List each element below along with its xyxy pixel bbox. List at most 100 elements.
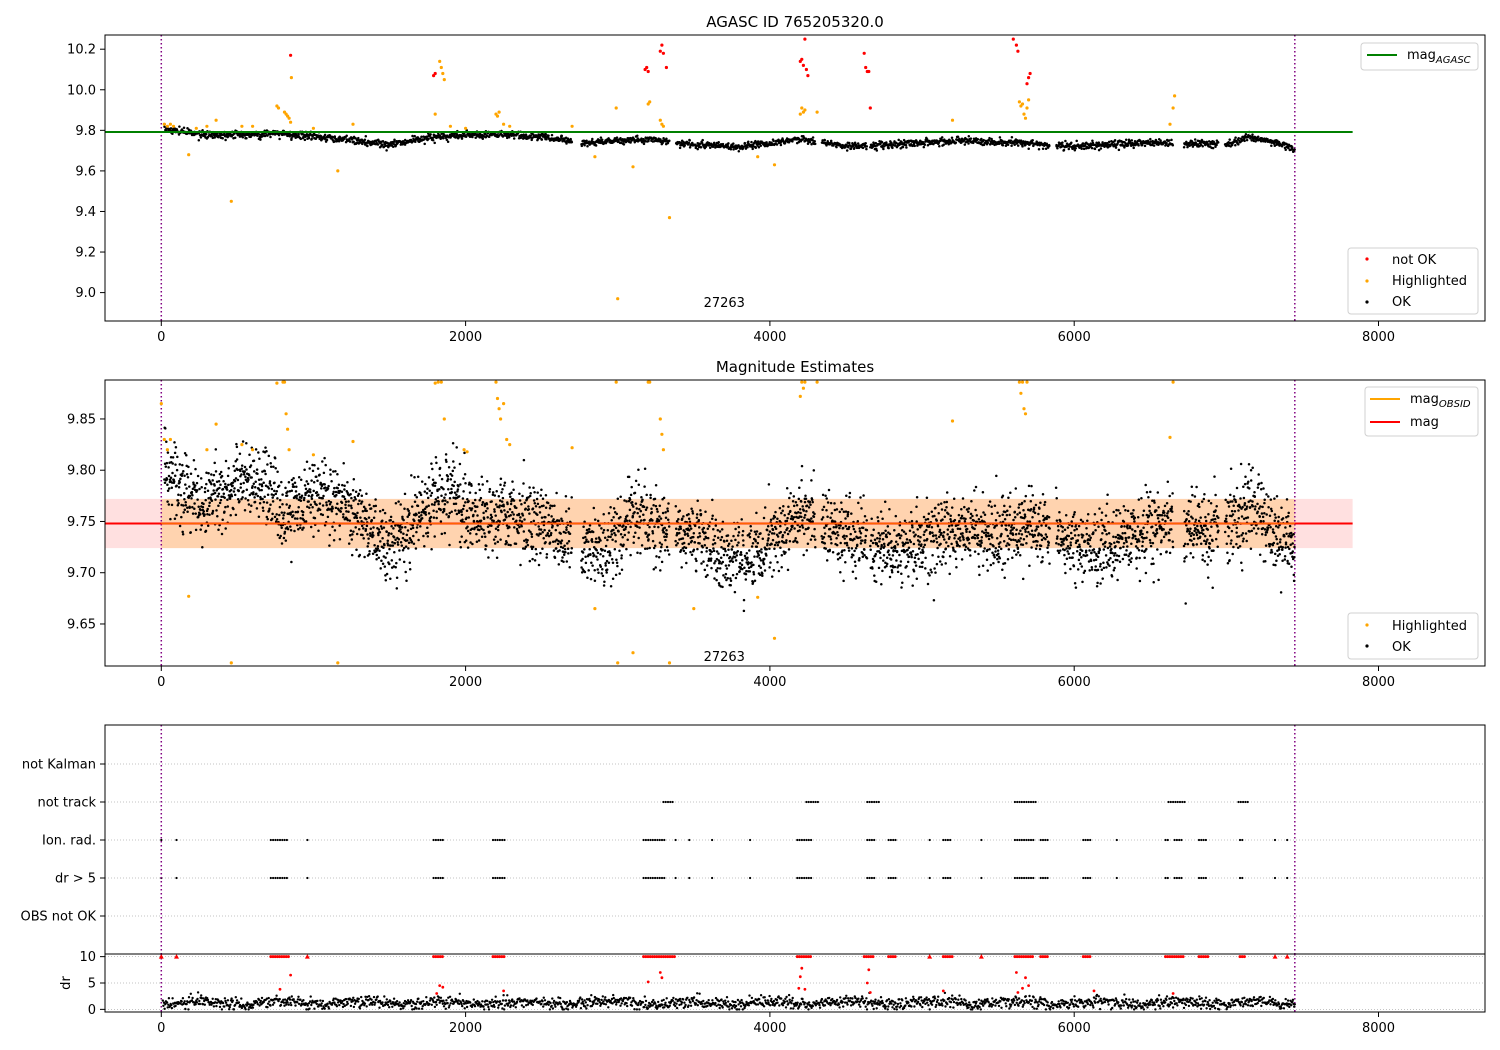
agasc-ok-point-128: [221, 136, 224, 140]
magnitude-ok-point-1826: [678, 509, 682, 512]
magnitude-ok-point-1760: [654, 566, 657, 569]
agasc-ok-point-343: [319, 134, 323, 138]
magnitude-ok-point-1175: [484, 509, 488, 513]
magnitude-ok-point-393: [270, 487, 274, 491]
magnitude-ok-point-2121: [759, 532, 762, 535]
magnitude-ok-point-650: [341, 483, 344, 487]
magnitude-ok-point-614: [331, 525, 334, 529]
agasc-highlighted-point-17: [289, 120, 293, 124]
agasc-ok-point-2205: [1211, 146, 1215, 150]
magnitude-ok-point-1495: [581, 551, 585, 554]
magnitude-ok-point-2303: [809, 503, 812, 507]
magnitude-ok-point-1414: [550, 515, 553, 518]
magnitude-ok-point-1634: [619, 533, 623, 536]
agasc-ok-point-2350: [1284, 148, 1287, 152]
magnitude-ok-point-1382: [541, 531, 544, 534]
magnitude-ok-point-428: [280, 526, 283, 530]
magnitude-ok-point-1319: [524, 507, 527, 511]
magnitude-ok-point-254: [232, 490, 236, 493]
magnitude-ok-point-294: [243, 465, 247, 469]
magnitude-ok-point-2209: [783, 513, 786, 517]
magnitude-ok-point-1236: [501, 496, 505, 500]
magnitude-ok-point-1180: [486, 507, 489, 510]
magnitude-ok-point-1643: [622, 543, 625, 546]
magnitude-ok-point-1431: [554, 547, 558, 550]
magnitude-ok-point-615: [331, 507, 334, 510]
agasc-ok-point-2114: [1159, 139, 1162, 142]
magnitude-ok-point-2113: [757, 535, 760, 539]
agasc-ok-point-1308: [775, 143, 779, 146]
magnitude-ok-point-1628: [618, 549, 621, 553]
magnitude-ok-point-1384: [542, 504, 545, 507]
magnitude-ok-point-1857: [686, 534, 690, 537]
magnitude-ok-point-770: [374, 510, 377, 513]
magnitude-ok-point-2057: [741, 529, 745, 533]
magnitude-ok-point-2095: [752, 563, 755, 567]
magnitude-ok-point-723: [360, 524, 364, 528]
agasc-ok-point-570: [423, 142, 426, 146]
magnitude-ok-point-1566: [601, 548, 604, 551]
agasc-ok-point-445: [366, 144, 369, 148]
magnitude-ok-point-1900: [698, 535, 702, 538]
magnitude-ok-point-1763: [655, 555, 658, 558]
magnitude-ok-point-2000: [726, 553, 729, 557]
magnitude-ok-point-1311: [522, 482, 525, 485]
magnitude-ok-point-934: [419, 525, 422, 528]
magnitude-ok-point-768: [373, 544, 376, 547]
magnitude-ok-point-2317: [812, 535, 816, 538]
magnitude-ok-point-217: [222, 492, 226, 496]
magnitude-ok-point-2183: [776, 560, 779, 564]
magnitude-ok-point-1129: [472, 513, 475, 517]
magnitude-ok-point-2488: [865, 557, 869, 560]
magnitude-ok-point-1606: [612, 528, 615, 532]
magnitude-ok-point-1869: [690, 507, 693, 510]
magnitude-ok-point-186: [213, 491, 217, 495]
agasc-ok-point-1225: [737, 150, 741, 153]
agasc-highlighted-point-7: [214, 118, 218, 122]
magnitude-ok-point-559: [316, 479, 319, 483]
magnitude-ok-point-1320: [524, 545, 528, 548]
magnitude-ok-point-2283: [803, 500, 807, 504]
magnitude-ok-point-1516: [587, 569, 590, 572]
magnitude-ok-point-1421: [552, 518, 555, 521]
magnitude-ok-point-860: [398, 558, 402, 561]
magnitude-ok-point-839: [392, 535, 396, 539]
magnitude-ok-point-721: [360, 494, 364, 498]
magnitude-ok-point-649: [340, 501, 344, 504]
magnitude-ok-point-394: [270, 517, 274, 520]
magnitude-ok-point-283: [240, 467, 243, 471]
magnitude-ok-point-1208: [493, 542, 497, 545]
magnitude-ok-point-799: [381, 562, 385, 565]
magnitude-ok-point-1982: [721, 585, 724, 589]
agasc-ok-point-2079: [1143, 144, 1147, 148]
magnitude-ok-point-1160: [480, 535, 484, 539]
magnitude-ok-point-396: [271, 496, 274, 499]
magnitude-ok-point-1658: [626, 538, 629, 542]
magnitude-ok-point-1899: [698, 542, 701, 545]
agasc-ok-point-1448: [845, 149, 849, 152]
magnitude-ok-point-1572: [602, 584, 606, 587]
magnitude-ok-point-1511: [586, 576, 589, 580]
magnitude-ok-point-377: [266, 517, 269, 521]
agasc-highlighted-point-16: [287, 116, 291, 120]
magnitude-ok-point-1067: [455, 446, 458, 449]
magnitude-ok-point-995: [435, 516, 438, 520]
magnitude-ok-point-2149: [766, 524, 770, 528]
magnitude-ok-point-2366: [832, 525, 836, 529]
magnitude-ok-point-837: [392, 527, 395, 530]
magnitude-ok-point-1761: [654, 504, 658, 508]
magnitude-ok-point-4: [164, 427, 167, 430]
magnitude-ok-point-2463: [859, 536, 862, 539]
magnitude-ok-point-2461: [858, 527, 861, 530]
magnitude-ok-point-1924: [705, 550, 708, 553]
magnitude-ok-point-2002: [726, 534, 730, 537]
magnitude-ok-point-64: [180, 474, 184, 477]
magnitude-ok-point-2305: [809, 538, 813, 541]
agasc-highlighted-point-44: [667, 216, 672, 220]
agasc-ok-point-2239: [1234, 143, 1237, 147]
agasc-ok-point-204: [256, 134, 259, 138]
legend-marker-not-ok: [1365, 257, 1369, 261]
magnitude-ok-point-2315: [812, 469, 816, 472]
magnitude-ok-point-228: [225, 485, 228, 489]
agasc-ok-point-155: [233, 136, 237, 139]
